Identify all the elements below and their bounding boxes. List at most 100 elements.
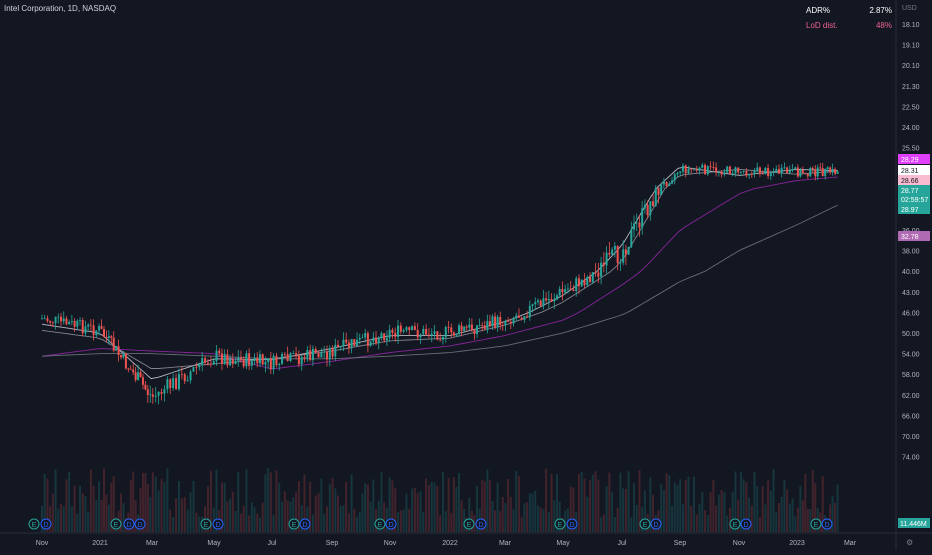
candle-body [452,332,455,336]
earnings-marker[interactable]: E [200,518,212,530]
volume-bar [772,469,775,532]
volume-bar [166,468,169,532]
svg-text:D: D [126,522,131,529]
volume-bar [436,486,439,532]
candle-body [269,358,272,370]
candle-body [450,327,453,333]
dividend-marker[interactable]: D [123,518,135,530]
earnings-marker[interactable]: E [374,518,386,530]
candle-body [220,353,223,364]
volume-bar [350,474,353,532]
earnings-marker[interactable]: E [288,518,300,530]
candle-body [87,324,90,327]
earnings-marker[interactable]: E [729,518,741,530]
candle-body [668,183,671,186]
candle-body [339,346,342,348]
candle-body [468,324,471,328]
dividend-marker[interactable]: D [385,518,397,530]
svg-text:D: D [569,522,574,529]
candle-body [413,326,416,330]
candle-body [303,356,306,359]
volume-bar [391,480,394,532]
svg-text:D: D [137,522,142,529]
dividend-marker[interactable]: D [299,518,311,530]
volume-bar [57,508,60,532]
earnings-marker[interactable]: E [639,518,651,530]
candle-body [76,320,79,327]
dividend-marker[interactable]: D [134,518,146,530]
candle-body [372,337,375,342]
volume-bar [444,511,447,532]
candle-body [353,339,356,347]
volume-bar [483,481,486,532]
dividend-marker[interactable]: D [475,518,487,530]
earnings-marker[interactable]: E [463,518,475,530]
price-badge-label: 32.78 [901,234,919,241]
volume-bar [597,479,600,532]
volume-bar [665,473,668,532]
candle-body [129,368,132,370]
candle-body [679,171,682,173]
candle-body [737,167,740,173]
dividend-marker[interactable]: D [566,518,578,530]
volume-bar [745,482,748,532]
volume-bar [73,485,76,532]
candle-body [195,367,198,368]
time-tick-label: Nov [384,540,397,547]
volume-bar [411,488,414,532]
volume-bar [712,479,715,532]
price-badge [898,165,930,175]
candle-body [796,167,799,177]
dividend-marker[interactable]: D [212,518,224,530]
candle-body [695,169,698,171]
volume-bar [385,507,388,532]
volume-bar [206,486,209,532]
volume-bar [95,500,98,532]
dividend-marker[interactable]: D [821,518,833,530]
candle-body [186,380,189,382]
volume-bar [275,470,278,532]
earnings-marker[interactable]: E [28,518,40,530]
dividend-marker[interactable]: D [40,518,52,530]
candle-body [356,339,359,347]
candle-body [509,321,512,324]
volume-bar [303,474,306,532]
volume-bar [734,471,737,532]
time-axis[interactable]: Nov 2021 Mar May Jul Sep Nov 2022 Mar May Jul Sep No… [36,540,857,547]
candle-body [215,350,218,362]
candle-body [470,324,473,331]
dividend-marker[interactable]: D [650,518,662,530]
volume-bar [520,517,523,532]
candle-body [105,336,108,339]
candle-body [223,354,226,364]
volume-bar [110,483,113,532]
candle-body [325,351,328,360]
candle-body [458,325,461,334]
candle-body [597,272,600,277]
time-axis-controls[interactable]: ⚙ [906,538,913,547]
earnings-marker[interactable]: E [810,518,822,530]
candle-body [748,173,751,176]
candle-body [402,330,405,332]
volume-bar [583,478,586,532]
earnings-marker[interactable]: E [110,518,122,530]
volume-bar [215,469,218,532]
chart-settings-icon[interactable]: ⚙ [906,538,913,547]
volume-bar [507,479,510,532]
earnings-marker[interactable]: E [554,518,566,530]
volume-bar [112,476,115,532]
volume-bar [528,493,531,532]
candle-body [416,329,419,338]
candle-body [488,321,491,327]
candle-body [602,262,605,266]
candle-body [350,339,353,348]
candle-body [334,344,337,357]
price-tick-label: 18.10 [902,22,920,29]
volume-bar [394,488,397,532]
volume-bar [834,502,837,532]
volume-bar [253,507,256,532]
dividend-marker[interactable]: D [740,518,752,530]
